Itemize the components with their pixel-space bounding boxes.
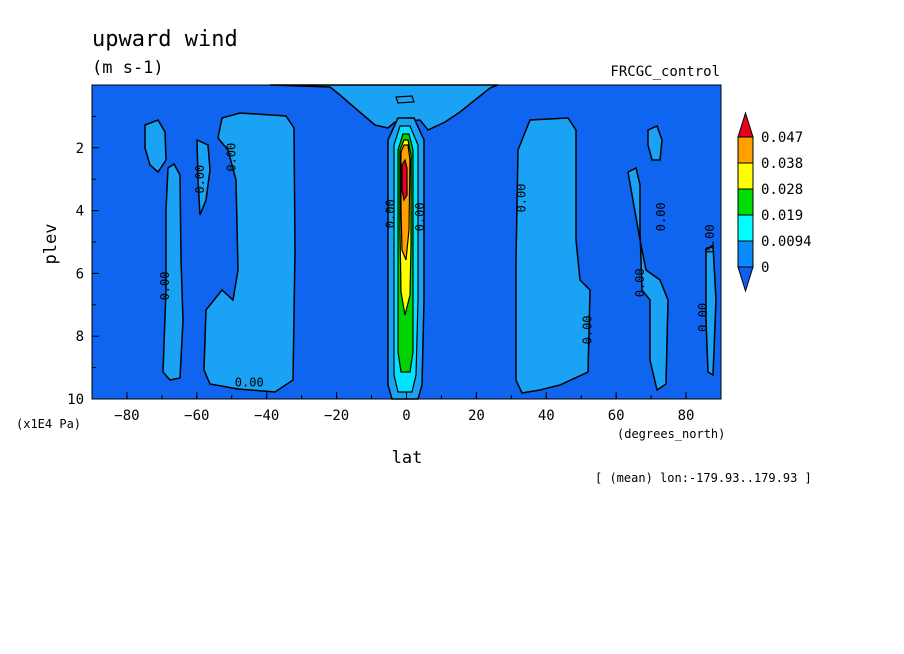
contour-region-north-3	[647, 124, 663, 161]
contour-blob-top	[395, 95, 415, 104]
contour-label: 0.00	[158, 272, 172, 301]
y-tick-label: 10	[67, 392, 84, 408]
colorbar-level-label: 0.047	[761, 130, 803, 146]
footnote: [ (mean) lon:-179.93..179.93 ]	[595, 471, 812, 485]
contour-label: 0.00	[224, 143, 238, 172]
x-tick-label: −20	[324, 408, 349, 424]
contour-label: 0.00	[633, 268, 647, 297]
contour-label: 0.00	[235, 375, 264, 389]
colorbar-segment	[737, 240, 754, 268]
x-tick-label: −60	[184, 408, 209, 424]
chart-title: upward wind	[92, 27, 238, 52]
colorbar-level-label: 0.019	[761, 208, 803, 224]
colorbar-segment	[737, 136, 754, 164]
y-tick-label: 2	[76, 141, 84, 157]
experiment-label: FRCGC_control	[610, 64, 720, 80]
x-axis-units: (degrees_north)	[617, 427, 725, 441]
x-tick-label: 80	[678, 408, 695, 424]
contour-region-south-4	[203, 112, 296, 393]
colorbar-top-arrow	[737, 111, 754, 138]
x-tick-label: −40	[254, 408, 279, 424]
colorbar-segment	[737, 188, 754, 216]
colorbar-level-label: 0.0094	[761, 234, 812, 250]
colorbar: 0.047 0.038 0.028 0.019 0.0094 0	[737, 111, 812, 293]
x-tick-label: 40	[538, 408, 555, 424]
contour-label: 0.00	[654, 202, 668, 231]
contour-label: 0.00	[581, 315, 595, 344]
colorbar-level-label: 0.038	[761, 156, 803, 172]
contour-label: 0.00	[703, 224, 717, 253]
colorbar-segment	[737, 214, 754, 242]
colorbar-level-label: 0	[761, 260, 769, 276]
y-axis-label: plev	[41, 224, 61, 265]
contour-label: 0.00	[383, 199, 397, 228]
contour-band-047	[401, 158, 408, 202]
contour-region-south-1	[144, 119, 167, 174]
y-axis: 2 4 6 8 10	[67, 115, 99, 408]
contour-region-upper-levels	[269, 84, 499, 131]
chart-units: (m s-1)	[92, 58, 164, 78]
contour-label: 0.00	[696, 303, 710, 332]
y-tick-label: 6	[76, 266, 84, 282]
contour-region-south-3	[196, 138, 211, 216]
y-axis-units: (x1E4 Pa)	[16, 417, 81, 431]
contour-label: 0.00	[514, 184, 528, 213]
x-tick-label: 0	[402, 408, 410, 424]
contour-region-north-2	[627, 166, 669, 392]
x-axis: −80 −60 −40 −20 0 20 40 60 80	[91, 392, 722, 424]
x-tick-label: 60	[608, 408, 625, 424]
colorbar-segment	[737, 162, 754, 190]
y-tick-label: 8	[76, 329, 84, 345]
contour-region-south-2	[162, 162, 184, 381]
contour-region-north-1	[515, 117, 591, 394]
contour-label: 0.00	[413, 202, 427, 231]
plot-area: 0.00 0.00 0.00 0.00 0.00 0.00 0.00 0.00 0.00 0.00…	[91, 84, 722, 400]
contour-region-north-4	[705, 243, 717, 377]
colorbar-bottom-arrow	[737, 266, 754, 293]
y-tick-label: 4	[76, 204, 84, 220]
x-tick-label: 20	[468, 408, 485, 424]
contour-label: 0.00	[193, 165, 207, 194]
colorbar-level-label: 0.028	[761, 182, 803, 198]
x-axis-label: lat	[392, 448, 423, 468]
x-tick-label: −80	[114, 408, 139, 424]
